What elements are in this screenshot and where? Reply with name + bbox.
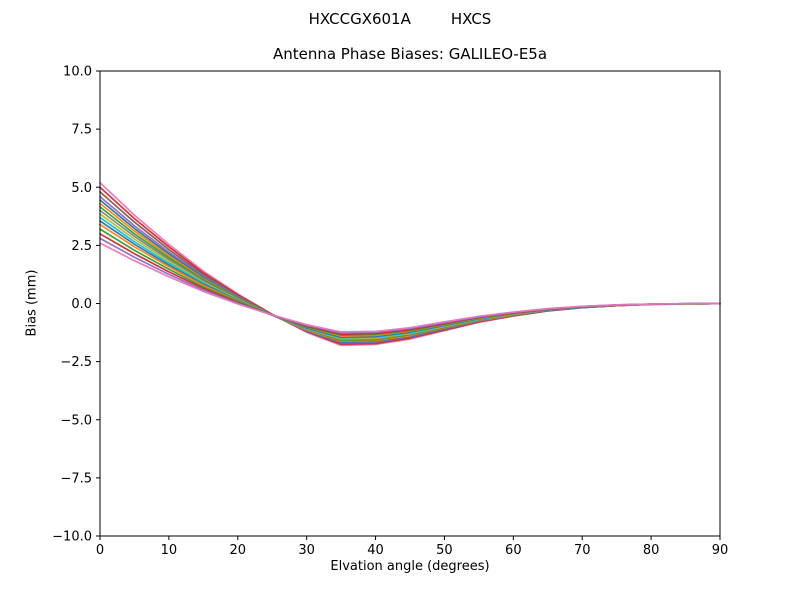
- series-line-s15: [99, 237, 721, 334]
- suptitle-code: HXCS: [450, 10, 492, 28]
- x-tick-label: 80: [643, 543, 660, 558]
- figure-suptitle: HXCCGX601A HXCS: [0, 10, 800, 28]
- y-tick-label: 0.0: [71, 297, 92, 312]
- x-axis-label: Elvation angle (degrees): [330, 559, 490, 574]
- axes-title: Antenna Phase Biases: GALILEO-E5a: [272, 45, 548, 63]
- y-tick-label: −7.5: [60, 471, 92, 486]
- series-line-s13: [99, 228, 721, 336]
- axes-box: [99, 70, 721, 537]
- x-tick-label: 40: [367, 543, 384, 558]
- series-line-s03: [99, 191, 721, 345]
- series-line-s02: [99, 186, 721, 346]
- x-tick-label: 10: [161, 543, 178, 558]
- y-tick-label: 7.5: [71, 123, 92, 138]
- y-tick-label: −10.0: [52, 530, 92, 545]
- x-tick-label: 90: [712, 543, 729, 558]
- y-axis-label: Bias (mm): [24, 269, 40, 337]
- series-line-s12: [99, 223, 721, 337]
- x-tick-label: 60: [505, 543, 522, 558]
- series-line-s16: [99, 242, 721, 333]
- x-tick-label: 30: [298, 543, 315, 558]
- y-tick-label: −2.5: [60, 355, 92, 370]
- x-tick-label: 70: [574, 543, 591, 558]
- x-tick-label: 20: [230, 543, 247, 558]
- y-tick-label: 10.0: [63, 65, 92, 80]
- x-tick-label: 50: [436, 543, 453, 558]
- suptitle-station-id: HXCCGX601A: [308, 10, 411, 28]
- x-tick-label: 0: [96, 543, 104, 558]
- y-tick-label: 2.5: [71, 239, 92, 254]
- y-tick-label: 5.0: [71, 181, 92, 196]
- y-tick-label: −5.0: [60, 413, 92, 428]
- series-line-s14: [99, 232, 721, 336]
